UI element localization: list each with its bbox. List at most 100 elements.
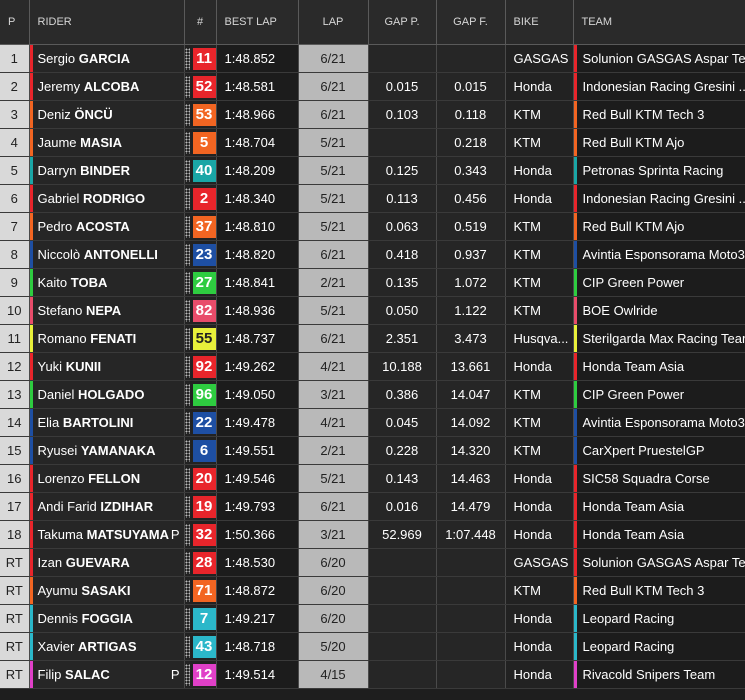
sector-dots-icon	[184, 243, 190, 266]
rider-cell[interactable]: Jeremy ALCOBA	[29, 72, 185, 101]
rider-cell[interactable]: Gabriel RODRIGO	[29, 184, 185, 213]
table-row[interactable]: RT Ayumu SASAKI 71 1:48.872 6/20 KTM Red Bull …	[0, 576, 745, 605]
rider-cell[interactable]: Dennis FOGGIA	[29, 604, 185, 633]
table-row[interactable]: 12 Yuki KUNII 92 1:49.262 4/21 10.188 13.661 Ho…	[0, 352, 745, 381]
rider-first-name: Lorenzo	[37, 471, 85, 486]
rider-number-plate: 43	[192, 635, 215, 658]
table-row[interactable]: 6 Gabriel RODRIGO 2 1:48.340 5/21 0.113 0.456 H…	[0, 184, 745, 213]
rider-cell[interactable]: Filip SALAC P	[29, 660, 185, 689]
rider-number-plate: 82	[192, 299, 215, 322]
best-lap-cell: 1:49.546	[216, 464, 299, 493]
table-row[interactable]: 18 Takuma MATSUYAMA P 32 1:50.366 3/21 52.969 1…	[0, 520, 745, 549]
table-row[interactable]: RT Dennis FOGGIA 7 1:49.217 6/20 Honda Leopard…	[0, 604, 745, 633]
lap-cell: 4/21	[298, 408, 369, 437]
rider-cell[interactable]: Lorenzo FELLON	[29, 464, 185, 493]
table-row[interactable]: 4 Jaume MASIA 5 1:48.704 5/21 0.218 KTM Red Bul…	[0, 128, 745, 157]
rider-number-plate: 2	[192, 187, 215, 210]
table-row[interactable]: 2 Jeremy ALCOBA 52 1:48.581 6/21 0.015 0.015 Ho…	[0, 72, 745, 101]
rider-cell[interactable]: Jaume MASIA	[29, 128, 185, 157]
table-row[interactable]: 11 Romano FENATI 55 1:48.737 6/21 2.351 3.473 H…	[0, 324, 745, 353]
sector-dots-icon	[184, 131, 190, 154]
number-cell: 12	[184, 660, 217, 689]
rider-cell[interactable]: Romano FENATI	[29, 324, 185, 353]
lap-cell: 6/21	[298, 100, 369, 129]
position-cell: 16	[0, 464, 30, 493]
rider-last-name: ALCOBA	[83, 79, 140, 94]
gap-first-cell	[436, 576, 506, 605]
rider-cell[interactable]: Ryusei YAMANAKA	[29, 436, 185, 465]
table-row[interactable]: 15 Ryusei YAMANAKA 6 1:49.551 2/21 0.228 14.32…	[0, 436, 745, 465]
lap-cell: 5/21	[298, 464, 369, 493]
table-row[interactable]: 17 Andi Farid IZDIHAR 19 1:49.793 6/21 0.016 1…	[0, 492, 745, 521]
team-name: Red Bull KTM Tech 3	[582, 107, 705, 122]
table-row[interactable]: 5 Darryn BINDER 40 1:48.209 5/21 0.125 0.343 Ho…	[0, 156, 745, 185]
gap-first-cell: 1.122	[436, 296, 506, 325]
number-cell: 6	[184, 436, 217, 465]
bike-cell: KTM	[505, 576, 574, 605]
best-lap-cell: 1:48.820	[216, 240, 299, 269]
rider-cell[interactable]: Yuki KUNII	[29, 352, 185, 381]
table-row[interactable]: 3 Deniz ÖNCÜ 53 1:48.966 6/21 0.103 0.118 KTM Re…	[0, 100, 745, 129]
header-team[interactable]: TEAM	[573, 0, 745, 45]
rider-last-name: YAMANAKA	[80, 443, 156, 458]
team-color-bar	[573, 241, 577, 268]
gap-previous-cell: 0.228	[368, 436, 437, 465]
table-row[interactable]: 13 Daniel HOLGADO 96 1:49.050 3/21 0.386 14.04…	[0, 380, 745, 409]
number-cell: 92	[184, 352, 217, 381]
rider-cell[interactable]: Andi Farid IZDIHAR	[29, 492, 185, 521]
team-color-bar	[573, 605, 577, 632]
lap-cell: 5/20	[298, 632, 369, 661]
gap-first-cell	[436, 604, 506, 633]
header-gap-first[interactable]: GAP F.	[436, 0, 506, 45]
best-lap-cell: 1:50.366	[216, 520, 299, 549]
lap-cell: 2/21	[298, 268, 369, 297]
best-lap-cell: 1:49.514	[216, 660, 299, 689]
rider-number-plate: 11	[192, 47, 215, 70]
rider-cell[interactable]: Deniz ÖNCÜ	[29, 100, 185, 129]
team-name: Rivacold Snipers Team	[582, 667, 716, 682]
header-rider[interactable]: RIDER	[29, 0, 185, 45]
rider-first-name: Daniel	[37, 387, 75, 402]
rider-cell[interactable]: Darryn BINDER	[29, 156, 185, 185]
best-lap-cell: 1:48.704	[216, 128, 299, 157]
header-best-lap[interactable]: BEST LAP	[216, 0, 299, 45]
gap-previous-cell: 0.016	[368, 492, 437, 521]
table-row[interactable]: 1 Sergio GARCIA 11 1:48.852 6/21 GASGAS Soluni…	[0, 44, 745, 73]
table-row[interactable]: 14 Elia BARTOLINI 22 1:49.478 4/21 0.045 14.09…	[0, 408, 745, 437]
gap-first-cell: 14.479	[436, 492, 506, 521]
header-number[interactable]: #	[184, 0, 217, 45]
table-row[interactable]: 9 Kaito TOBA 27 1:48.841 2/21 0.135 1.072 KTM CI…	[0, 268, 745, 297]
header-lap[interactable]: LAP	[298, 0, 369, 45]
rider-cell[interactable]: Daniel HOLGADO	[29, 380, 185, 409]
best-lap-cell: 1:49.551	[216, 436, 299, 465]
table-row[interactable]: RT Filip SALAC P 12 1:49.514 4/15 Honda Rivacol…	[0, 660, 745, 689]
header-bike[interactable]: BIKE	[505, 0, 574, 45]
header-pos[interactable]: P	[0, 0, 30, 45]
position-cell: RT	[0, 548, 30, 577]
team-name: Leopard Racing	[582, 639, 675, 654]
rider-cell[interactable]: Kaito TOBA	[29, 268, 185, 297]
team-color-bar	[573, 409, 577, 436]
rider-cell[interactable]: Elia BARTOLINI	[29, 408, 185, 437]
table-row[interactable]: RT Izan GUEVARA 28 1:48.530 6/20 GASGAS Soluni…	[0, 548, 745, 577]
rider-cell[interactable]: Xavier ARTIGAS	[29, 632, 185, 661]
table-row[interactable]: 8 Niccolò ANTONELLI 23 1:48.820 6/21 0.418 0.9…	[0, 240, 745, 269]
rider-number-plate: 32	[192, 523, 215, 546]
header-gap-previous[interactable]: GAP P.	[368, 0, 437, 45]
rider-cell[interactable]: Niccolò ANTONELLI	[29, 240, 185, 269]
rider-last-name: FENATI	[90, 331, 137, 346]
rider-first-name: Ayumu	[37, 583, 78, 598]
table-row[interactable]: 10 Stefano NEPA 82 1:48.936 5/21 0.050 1.122 KT…	[0, 296, 745, 325]
rider-cell[interactable]: Izan GUEVARA	[29, 548, 185, 577]
rider-cell[interactable]: Stefano NEPA	[29, 296, 185, 325]
gap-previous-cell: 0.418	[368, 240, 437, 269]
table-row[interactable]: 16 Lorenzo FELLON 20 1:49.546 5/21 0.143 14.46…	[0, 464, 745, 493]
table-row[interactable]: RT Xavier ARTIGAS 43 1:48.718 5/20 Honda Leopa…	[0, 632, 745, 661]
table-row[interactable]: 7 Pedro ACOSTA 37 1:48.810 5/21 0.063 0.519 KTM…	[0, 212, 745, 241]
rider-cell[interactable]: Pedro ACOSTA	[29, 212, 185, 241]
rider-cell[interactable]: Takuma MATSUYAMA P	[29, 520, 185, 549]
rider-number-plate: 23	[192, 243, 215, 266]
lap-cell: 5/21	[298, 156, 369, 185]
rider-cell[interactable]: Ayumu SASAKI	[29, 576, 185, 605]
rider-cell[interactable]: Sergio GARCIA	[29, 44, 185, 73]
